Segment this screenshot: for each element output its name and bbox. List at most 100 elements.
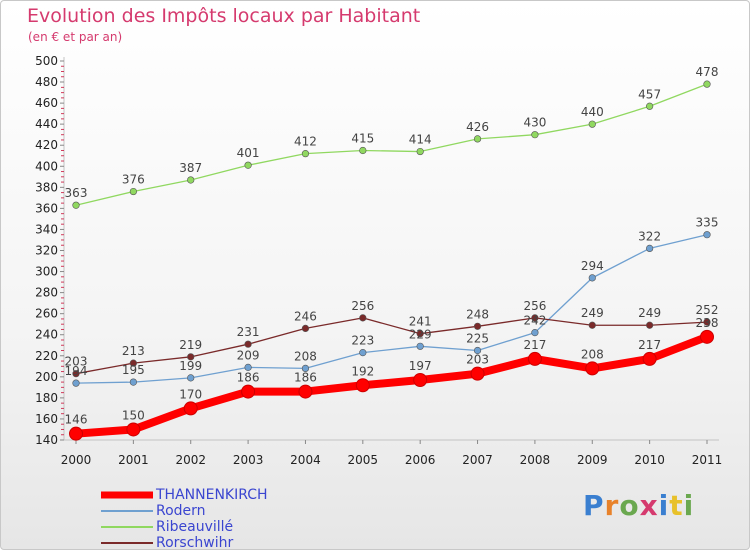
data-point [700,329,714,344]
data-point [646,321,654,329]
series-line-ribeauvillé [75,83,708,206]
data-point [703,318,711,326]
logo-letter: i [658,489,670,522]
y-tick-label: 200 [35,370,58,384]
data-point [646,102,654,110]
data-label: 415 [351,131,374,145]
series-line-rodern [75,234,708,384]
data-label: 217 [638,338,661,352]
data-label: 430 [523,116,546,130]
data-label: 478 [696,65,719,79]
chart-series-lines [69,80,714,441]
data-label: 412 [294,135,317,149]
data-point [588,321,596,329]
y-tick-label: 320 [35,244,58,258]
series-line-thannenkirch [72,332,711,438]
data-label: 195 [122,363,145,377]
y-tick-label: 300 [35,265,58,279]
data-label: 241 [409,315,432,329]
chart-axes: 140 160 180 200 220 240 260 280 300 320 340 360 380 4… [35,54,722,467]
proxiti-logo: Proxiti [583,489,694,522]
y-tick-label: 160 [35,412,58,426]
data-point [72,201,80,209]
data-label: 376 [122,173,145,187]
data-label: 457 [638,87,661,101]
legend-swatch [101,491,153,499]
data-point [301,364,310,373]
data-label: 219 [179,338,202,352]
data-label: 225 [466,332,489,346]
data-point [359,146,367,155]
x-tick-label: 2005 [348,453,379,467]
x-tick-label: 2003 [233,453,264,467]
y-tick-label: 380 [35,180,58,194]
y-tick-label: 440 [35,117,58,131]
data-point [183,401,198,416]
data-point [359,349,367,357]
data-label: 246 [294,309,317,323]
data-point [72,370,80,378]
data-point [646,244,654,252]
data-point [301,150,310,158]
data-point [244,340,252,348]
data-point [470,366,485,381]
data-label: 256 [351,299,374,313]
data-label: 249 [638,306,661,320]
data-label: 170 [179,387,202,401]
data-label: 209 [237,348,260,362]
data-label: 387 [179,161,202,175]
logo-letter: x [639,489,659,522]
data-point [588,274,596,282]
data-label: 203 [65,355,88,369]
data-point [187,176,195,184]
data-label: 322 [638,229,661,243]
data-point [69,426,83,441]
data-point [413,372,428,387]
data-point [473,346,482,355]
data-point [126,422,141,437]
x-tick-label: 2010 [634,453,665,467]
data-point [72,379,80,387]
data-label: 146 [65,413,88,427]
data-label: 440 [581,105,604,119]
data-point [416,330,424,338]
y-tick-label: 420 [35,138,58,152]
x-tick-label: 2000 [61,453,92,467]
data-point [187,353,195,361]
y-tick-label: 500 [35,54,58,68]
data-label: 192 [351,364,374,378]
data-label: 294 [581,259,604,273]
x-tick-label: 2006 [405,453,436,467]
data-point [585,361,600,376]
data-label: 426 [466,120,489,134]
data-label: 199 [179,359,202,373]
chart-title: Evolution des Impôts locaux par Habitant [27,5,421,27]
data-point [531,329,539,337]
data-label: 186 [294,371,317,385]
x-tick-label: 2004 [290,453,321,467]
data-label: 194 [65,364,88,378]
data-point [588,120,596,128]
data-point [244,161,252,169]
data-label: 213 [122,344,145,358]
data-point [359,314,367,322]
data-point [355,378,370,393]
data-point [241,384,256,399]
y-tick-label: 460 [35,96,58,110]
data-label: 150 [122,408,145,422]
x-tick-label: 2011 [692,453,723,467]
data-point [187,374,195,382]
legend-swatch [101,526,153,528]
x-tick-label: 2002 [175,453,206,467]
data-label: 208 [581,347,604,361]
legend-label: THANNENKIRCH [156,487,268,503]
legend-swatch [101,510,153,512]
chart-data-labels: 363 376 387 401 412 415 414 426 430 440 457 478 194 1… [65,65,719,427]
data-point [527,351,542,366]
x-tick-label: 2009 [577,453,608,467]
data-point [531,314,539,322]
data-point [244,363,252,371]
data-label: 231 [237,325,260,339]
x-tick-label: 2008 [520,453,551,467]
